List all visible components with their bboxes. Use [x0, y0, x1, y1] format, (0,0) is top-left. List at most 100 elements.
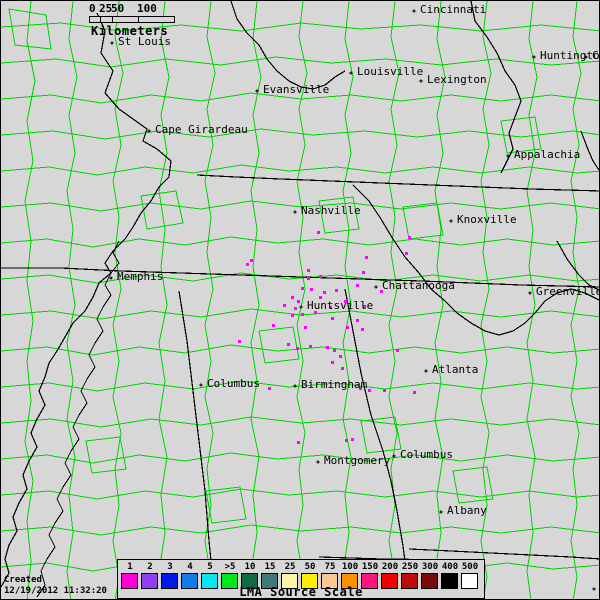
lma-source-point — [331, 361, 334, 364]
lma-source-point — [365, 256, 368, 259]
lma-source-point — [309, 345, 312, 348]
legend-swatch — [461, 573, 478, 589]
legend-tick-label: >5 — [224, 562, 236, 572]
legend-swatch — [181, 573, 198, 589]
legend-tick-label: 300 — [421, 562, 439, 572]
lma-source-point — [368, 389, 371, 392]
legend-swatch — [261, 573, 278, 589]
legend-tick-label: 50 — [304, 562, 316, 572]
legend-tick-label: 100 — [341, 562, 359, 572]
legend-tick-label: 75 — [324, 562, 336, 572]
lma-source-point — [296, 347, 299, 350]
lma-source-point — [331, 317, 334, 320]
scale-bar-unit-label: Kilometers — [91, 24, 169, 38]
legend-swatch — [241, 573, 258, 589]
lma-source-point — [383, 389, 386, 392]
lma-source-point — [268, 387, 271, 390]
lma-source-point — [339, 355, 342, 358]
lma-source-point — [359, 387, 362, 390]
lma-source-point — [396, 349, 399, 352]
legend-tick-label: 400 — [441, 562, 459, 572]
legend-tick-label: 4 — [187, 562, 193, 572]
lma-source-point — [356, 319, 359, 322]
legend-swatch — [341, 573, 358, 589]
lma-source-point — [307, 277, 310, 280]
lma-source-point — [333, 349, 336, 352]
lma-source-point — [361, 328, 364, 331]
lma-source-point — [408, 236, 411, 239]
created-label: Created — [4, 575, 42, 585]
legend-title: LMA Source Scale — [239, 585, 363, 599]
legend-tick-label: 500 — [461, 562, 479, 572]
lma-source-point — [362, 271, 365, 274]
legend-tick-label: 200 — [381, 562, 399, 572]
legend-swatch — [281, 573, 298, 589]
lma-source-point — [346, 326, 349, 329]
legend-tick-label: 250 — [401, 562, 419, 572]
legend-tick-label: 150 — [361, 562, 379, 572]
lma-source-point — [319, 296, 322, 299]
lma-source-point — [301, 287, 304, 290]
lma-source-point — [304, 326, 307, 329]
legend-swatch — [381, 573, 398, 589]
lma-source-point — [345, 439, 348, 442]
lma-source-point — [326, 346, 329, 349]
legend-color-swatches — [118, 573, 484, 589]
legend-tick-label: 10 — [244, 562, 256, 572]
lma-source-point — [335, 289, 338, 292]
legend-tick-label: 25 — [284, 562, 296, 572]
legend-swatch — [321, 573, 338, 589]
legend-tick-labels: 1 2 3 4 5 >5 10 15 25 50 75 100 150 200 250 300 400 500 — [118, 561, 484, 573]
created-stamp: Created 12/19/2012 11:32:20 — [4, 575, 107, 597]
lma-source-point — [323, 291, 326, 294]
scale-bar-ticks: 0 25 50 100 — [89, 2, 179, 15]
scale-tick-label: 25 — [99, 2, 113, 15]
lma-source-point — [238, 340, 241, 343]
lma-source-point — [291, 296, 294, 299]
lma-source-point — [314, 311, 317, 314]
lma-source-point — [356, 284, 359, 287]
legend-tick-label: 2 — [147, 562, 153, 572]
legend-swatch — [401, 573, 418, 589]
lma-source-point — [297, 441, 300, 444]
lma-source-point — [283, 304, 286, 307]
lma-source-point — [344, 300, 347, 303]
created-timestamp: 12/19/2012 11:32:20 — [4, 586, 107, 596]
legend-swatch — [441, 573, 458, 589]
scale-tick-label: 0 — [89, 2, 96, 15]
lma-source-point — [250, 259, 253, 262]
lma-source-point — [329, 306, 332, 309]
scale-bar-graphic — [89, 16, 175, 23]
lma-source-point — [413, 391, 416, 394]
legend-tick-label: 15 — [264, 562, 276, 572]
legend-swatch — [421, 573, 438, 589]
scale-bar: 0 25 50 100 Kilometers — [89, 2, 179, 38]
legend-tick-label: 5 — [207, 562, 213, 572]
legend-tick-label: 1 — [127, 562, 133, 572]
legend-swatch — [361, 573, 378, 589]
lma-source-point — [287, 343, 290, 346]
lma-source-point — [363, 305, 366, 308]
lma-source-point — [319, 275, 322, 278]
lma-source-point — [291, 314, 294, 317]
lma-source-point — [380, 290, 383, 293]
lma-source-point — [301, 313, 304, 316]
lma-source-point — [351, 438, 354, 441]
legend-swatch — [161, 573, 178, 589]
legend-tick-label: 3 — [167, 562, 173, 572]
lma-source-point — [317, 231, 320, 234]
lma-source-scale-legend: 1 2 3 4 5 >5 10 15 25 50 75 100 150 200 250 300 400 500 L… — [117, 559, 485, 599]
legend-swatch — [141, 573, 158, 589]
legend-swatch — [121, 573, 138, 589]
lma-source-point — [246, 263, 249, 266]
lma-source-point — [272, 324, 275, 327]
lma-source-point — [297, 300, 300, 303]
scale-tick-label: 50 — [111, 2, 125, 15]
legend-swatch — [221, 573, 238, 589]
legend-swatch — [201, 573, 218, 589]
lma-source-point — [405, 252, 408, 255]
